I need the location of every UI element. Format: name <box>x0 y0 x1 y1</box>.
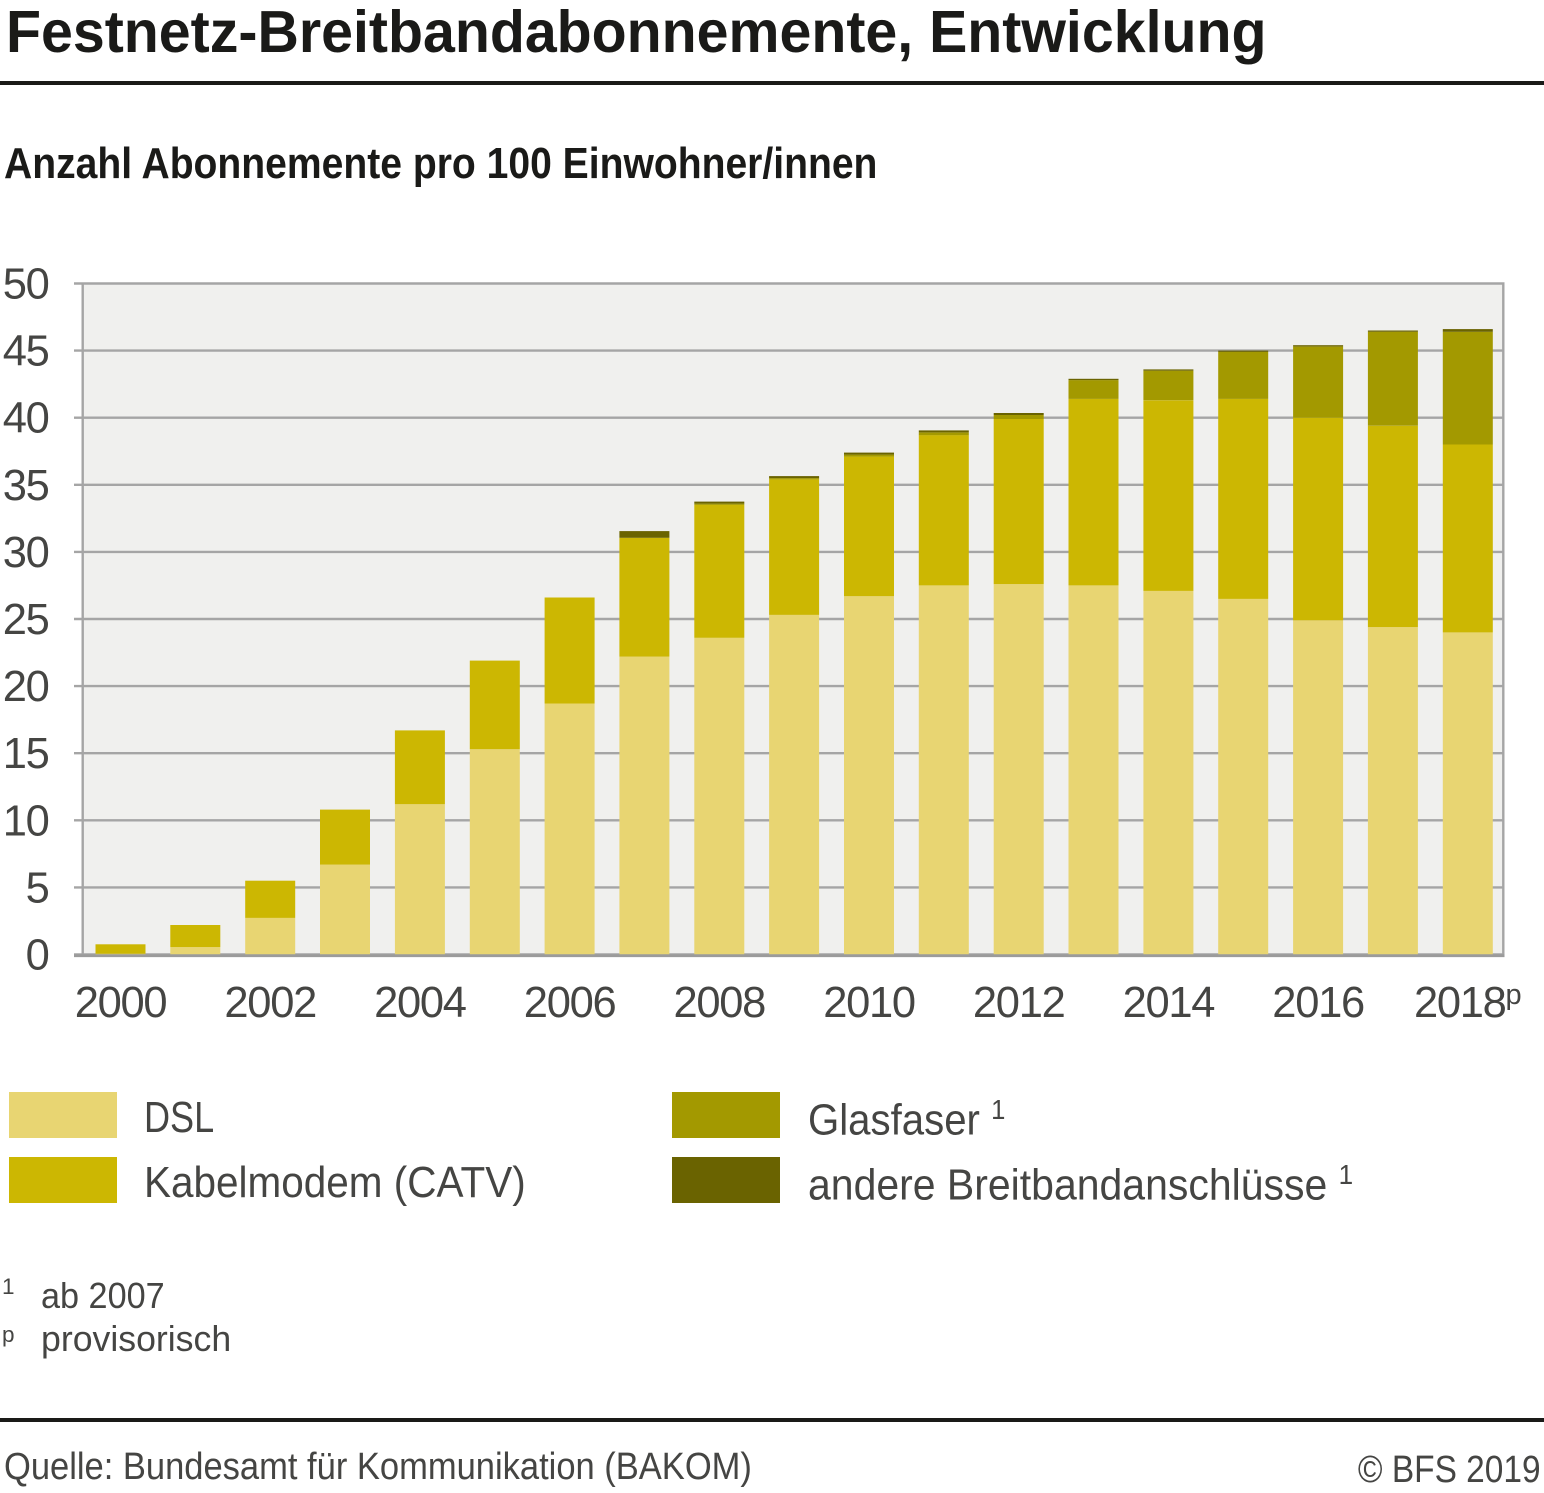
svg-text:2018p: 2018p <box>1414 979 1522 1027</box>
svg-text:2002: 2002 <box>224 979 316 1027</box>
svg-text:50: 50 <box>3 261 49 309</box>
svg-text:20: 20 <box>3 663 49 711</box>
svg-text:2000: 2000 <box>75 979 167 1027</box>
svg-text:2004: 2004 <box>374 979 466 1027</box>
svg-text:2010: 2010 <box>823 979 915 1027</box>
svg-text:35: 35 <box>3 462 49 510</box>
svg-text:15: 15 <box>3 730 49 778</box>
svg-text:2008: 2008 <box>674 979 766 1027</box>
svg-text:30: 30 <box>3 529 49 577</box>
svg-text:25: 25 <box>3 596 49 644</box>
svg-text:40: 40 <box>3 395 49 443</box>
svg-text:2012: 2012 <box>973 979 1065 1027</box>
svg-text:0: 0 <box>26 932 49 980</box>
svg-text:45: 45 <box>3 328 49 376</box>
svg-text:2016: 2016 <box>1272 979 1364 1027</box>
svg-text:2006: 2006 <box>524 979 616 1027</box>
svg-text:5: 5 <box>26 864 49 912</box>
svg-text:2014: 2014 <box>1123 979 1215 1027</box>
svg-text:10: 10 <box>3 797 49 845</box>
